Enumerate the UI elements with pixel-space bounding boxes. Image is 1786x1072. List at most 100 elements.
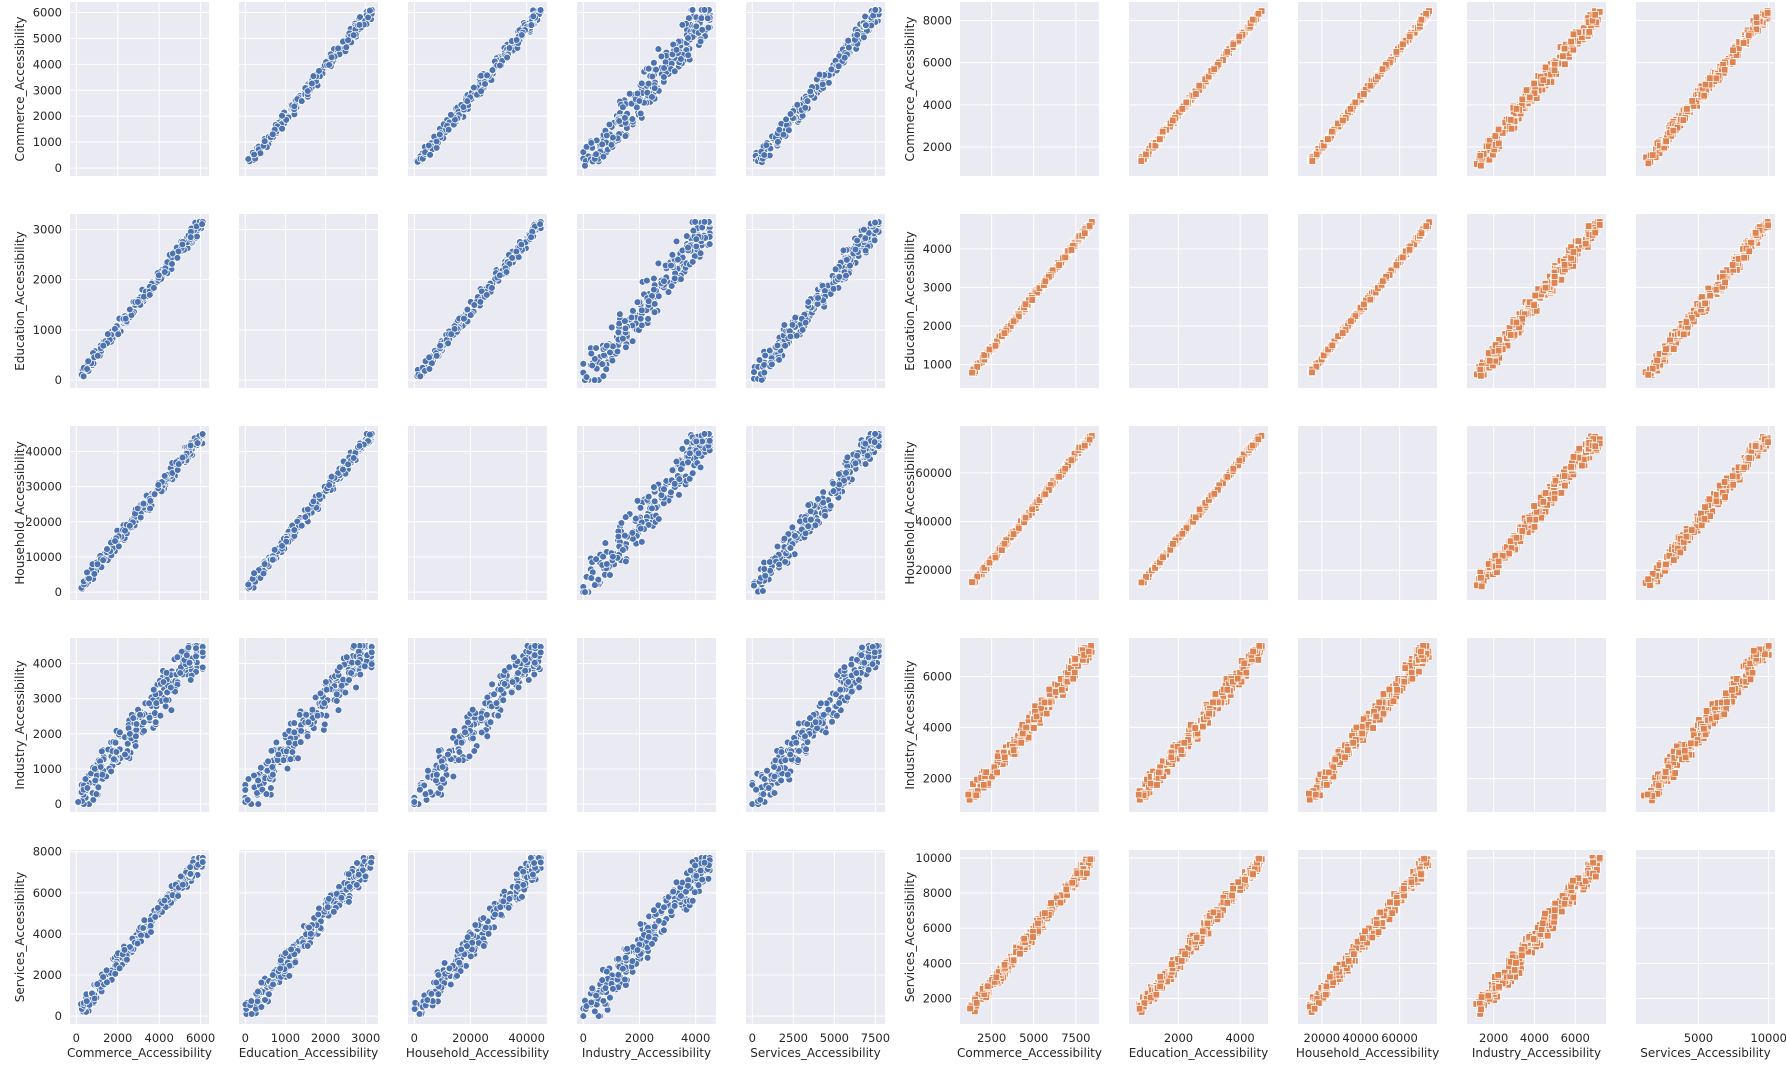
scatter-point: [130, 715, 137, 722]
scatter-point: [316, 68, 323, 75]
scatter-point: [126, 306, 133, 313]
scatter-point: [291, 720, 298, 727]
y-tick-label: 3000: [33, 83, 62, 97]
scatter-point: [298, 522, 305, 529]
scatter-point: [433, 138, 440, 145]
scatter-point: [183, 652, 190, 659]
scatter-point: [317, 690, 324, 697]
scatter-point: [843, 272, 850, 279]
left-grid-panel-education-accessibility-vs-industry-accessibility: [577, 214, 716, 388]
scatter-point: [693, 243, 700, 250]
scatter-point: [645, 65, 652, 72]
scatter-point: [669, 251, 676, 258]
scatter-point: [179, 241, 186, 248]
scatter-point: [608, 142, 615, 149]
scatter-point: [306, 924, 313, 931]
scatter-point: [697, 38, 704, 45]
y-tick-label: 20000: [25, 515, 62, 529]
scatter-point: [248, 998, 255, 1005]
scatter-point: [345, 461, 352, 468]
scatter-point: [135, 299, 142, 306]
scatter-point: [304, 733, 311, 740]
scatter-point: [701, 6, 708, 13]
scatter-point: [651, 85, 658, 92]
scatter-point: [258, 1004, 265, 1011]
scatter-point: [841, 664, 848, 671]
scatter-point: [353, 882, 360, 889]
scatter-point: [458, 739, 465, 746]
scatter-point: [829, 718, 836, 725]
scatter-point: [644, 277, 651, 284]
scatter-point: [194, 233, 201, 240]
scatter-point: [762, 352, 769, 359]
scatter-point: [338, 682, 345, 689]
scatter-point: [638, 539, 645, 546]
scatter-point: [771, 773, 778, 780]
scatter-point: [537, 859, 544, 866]
scatter-point: [433, 352, 440, 359]
scatter-point: [244, 797, 251, 804]
scatter-point: [832, 266, 839, 273]
scatter-point: [645, 316, 652, 323]
scatter-point: [187, 871, 194, 878]
scatter-point: [610, 553, 617, 560]
scatter-point: [448, 331, 455, 338]
y-axis-label: Services_Accessibility: [13, 872, 27, 1002]
scatter-point: [610, 343, 617, 350]
scatter-point: [275, 751, 282, 758]
left-grid-pairplot: 0100020003000400050006000Commerce_Access…: [13, 2, 890, 1060]
scatter-point: [134, 505, 141, 512]
scatter-point: [148, 929, 155, 936]
x-tick-label: 20000: [452, 1031, 489, 1045]
scatter-point: [701, 219, 708, 226]
scatter-point: [675, 256, 682, 263]
scatter-point: [531, 659, 538, 666]
scatter-point: [519, 894, 526, 901]
scatter-point: [417, 786, 424, 793]
scatter-point: [782, 342, 789, 349]
y-tick-label: 6000: [33, 886, 62, 900]
y-axis-label: Education_Accessibility: [13, 231, 27, 371]
scatter-point: [678, 56, 685, 63]
scatter-point: [608, 324, 615, 331]
scatter-point: [872, 431, 879, 438]
scatter-point: [836, 273, 843, 280]
scatter-point: [697, 250, 704, 257]
scatter-point: [599, 361, 606, 368]
scatter-point: [620, 104, 627, 111]
left-grid-panel-industry-accessibility-vs-household-accessibility: [408, 638, 547, 812]
scatter-point: [706, 241, 713, 248]
scatter-point: [846, 44, 853, 51]
scatter-point: [179, 454, 186, 461]
scatter-point: [495, 712, 502, 719]
scatter-point: [588, 575, 595, 582]
scatter-point: [765, 785, 772, 792]
scatter-point: [348, 670, 355, 677]
scatter-point: [489, 67, 496, 74]
left-grid-panel-industry-accessibility-vs-services-accessibility: [746, 638, 885, 812]
scatter-point: [645, 493, 652, 500]
scatter-point: [593, 345, 600, 352]
scatter-point: [622, 514, 629, 521]
scatter-point: [368, 649, 375, 656]
scatter-point: [645, 80, 652, 87]
scatter-point: [593, 151, 600, 158]
x-tick-label: 40000: [508, 1031, 545, 1045]
scatter-point: [679, 22, 686, 29]
scatter-point: [291, 103, 298, 110]
scatter-point: [671, 275, 678, 282]
scatter-point: [537, 7, 544, 14]
scatter-point: [651, 484, 658, 491]
scatter-point: [489, 681, 496, 688]
scatter-point: [781, 535, 788, 542]
scatter-point: [116, 965, 123, 972]
scatter-point: [582, 589, 589, 596]
scatter-point: [428, 990, 435, 997]
scatter-point: [588, 350, 595, 357]
scatter-point: [600, 153, 607, 160]
scatter-point: [760, 791, 767, 798]
scatter-point: [689, 259, 696, 266]
scatter-point: [187, 864, 194, 871]
scatter-point: [651, 59, 658, 66]
left-grid-panel-household-accessibility-vs-industry-accessibility: [577, 426, 716, 600]
